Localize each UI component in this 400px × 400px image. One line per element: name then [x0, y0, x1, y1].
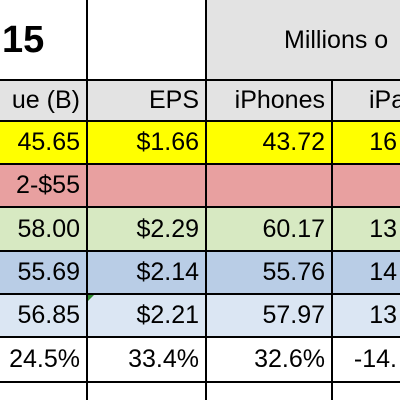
cell-value: 45.65 — [17, 128, 80, 156]
cell-value: 56.85 — [17, 301, 80, 329]
column-header-ipads[interactable]: iPa — [332, 80, 400, 121]
cell-value: 24.5% — [9, 345, 80, 373]
cell-value: 43.72 — [262, 128, 325, 156]
grid-line — [0, 79, 400, 81]
cell-value: 57.97 — [262, 301, 325, 329]
cell-value: 58.00 — [17, 214, 80, 243]
column-header-eps[interactable]: EPS — [87, 80, 206, 121]
table-cell-ipads[interactable]: -14. — [332, 337, 400, 382]
group-header-label: Millions o — [284, 25, 389, 54]
cell-value: 60.17 — [262, 214, 325, 243]
cell-value: 14 — [369, 258, 397, 286]
blank-header-cell[interactable] — [87, 0, 206, 80]
grid-line — [331, 80, 333, 400]
table-cell-ipads[interactable]: 14 — [332, 251, 400, 294]
table-cell-iphones[interactable]: 55.76 — [206, 251, 332, 294]
table-cell-revenue[interactable]: 2-$55 — [0, 164, 87, 207]
table-cell-revenue[interactable]: 55.69 — [0, 251, 87, 294]
grid-line — [0, 206, 400, 208]
table-cell-iphones[interactable]: 32.6% — [206, 337, 332, 382]
table-cell-revenue[interactable]: 58.00 — [0, 207, 87, 251]
table-cell-eps[interactable]: $2.29 — [87, 207, 206, 251]
cell-value: $2.14 — [136, 258, 199, 286]
table-cell-iphones[interactable]: 60.17 — [206, 207, 332, 251]
table-cell-iphones[interactable]: 43.72 — [206, 121, 332, 164]
cell-value: 33.4% — [128, 345, 199, 373]
table-cell-revenue[interactable]: 56.85 — [0, 294, 87, 337]
table-cell-ipads[interactable]: 13 — [332, 207, 400, 251]
column-header-revenue[interactable]: ue (B) — [0, 80, 87, 121]
cell-value: $1.66 — [136, 128, 199, 156]
table-cell-eps[interactable] — [87, 164, 206, 207]
grid-line — [0, 293, 400, 295]
cell-value: 16 — [369, 128, 397, 156]
cell-value: 2-$55 — [16, 171, 80, 199]
column-header-iphones[interactable]: iPhones — [206, 80, 332, 121]
table-cell-eps[interactable]: $2.14 — [87, 251, 206, 294]
cell-value: 55.76 — [262, 258, 325, 286]
table-cell-revenue[interactable]: 45.65 — [0, 121, 87, 164]
page-title: 15 — [2, 18, 45, 61]
table-cell-ipads[interactable]: 13 — [332, 294, 400, 337]
cell-value: 13 — [369, 214, 397, 243]
table-cell-iphones[interactable]: 57.97 — [206, 294, 332, 337]
cell-value: $2.21 — [136, 301, 199, 329]
grid-line — [0, 381, 400, 383]
grid-line — [0, 250, 400, 252]
cell-value: 32.6% — [254, 345, 325, 373]
group-header-cell[interactable]: Millions o — [206, 0, 400, 80]
table-cell-eps[interactable]: $1.66 — [87, 121, 206, 164]
cell-value: -14. — [353, 345, 397, 373]
title-cell[interactable]: 15 — [0, 0, 87, 80]
table-cell-eps[interactable]: 33.4% — [87, 337, 206, 382]
table-cell-ipads[interactable] — [332, 164, 400, 207]
table-cell-iphones[interactable] — [206, 164, 332, 207]
grid-line — [86, 0, 88, 400]
cell-value: 13 — [369, 301, 397, 329]
table-cell-eps[interactable]: $2.21 — [87, 294, 206, 337]
cell-value: $2.29 — [136, 214, 199, 243]
table-cell-revenue[interactable]: 24.5% — [0, 337, 87, 382]
grid-line — [0, 163, 400, 165]
grid-line — [0, 336, 400, 338]
grid-line — [0, 120, 400, 122]
table-cell-ipads[interactable]: 16 — [332, 121, 400, 164]
cell-value: 55.69 — [17, 258, 80, 286]
grid-line — [205, 0, 207, 400]
comment-marker-icon — [88, 295, 94, 301]
